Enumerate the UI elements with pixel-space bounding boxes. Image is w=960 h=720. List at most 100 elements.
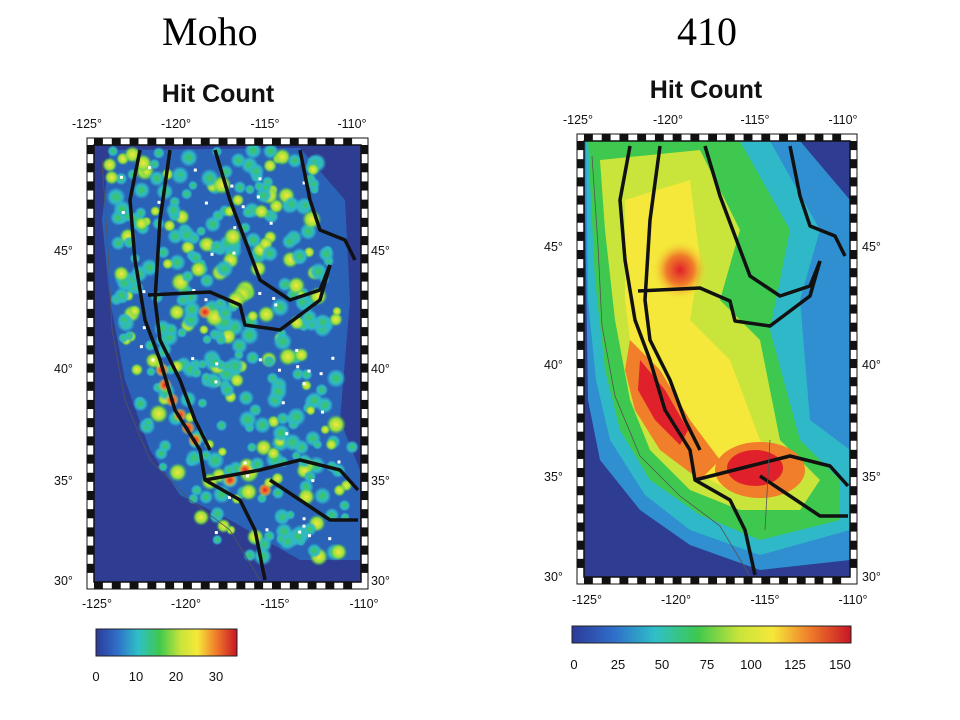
moho-hit-blob xyxy=(262,355,276,368)
moho-frame-check-bottom xyxy=(111,582,121,589)
moho-hit-blob xyxy=(168,462,188,482)
moho-hit-blob xyxy=(325,438,338,451)
moho-hit-blob xyxy=(275,533,287,545)
moho-hit-blob xyxy=(177,225,196,244)
moho-frame-check-right xyxy=(361,254,368,264)
moho-frame-check-left xyxy=(87,290,94,300)
410-colorbar-tick-50: 50 xyxy=(655,657,669,672)
moho-hit-blob xyxy=(113,287,131,304)
410-frame-check-bottom xyxy=(832,577,842,584)
moho-nodata-pixel xyxy=(302,517,306,521)
410-right-lat-tick-45: 45° xyxy=(862,240,881,254)
moho-frame-check-top xyxy=(165,138,175,145)
moho-nodata-pixel xyxy=(214,380,218,384)
moho-hit-blob xyxy=(312,439,323,450)
moho-frame-check-left xyxy=(87,363,94,373)
moho-hit-blob xyxy=(215,419,228,432)
410-frame-check-bottom xyxy=(672,577,682,584)
moho-colorbar-tick-20: 20 xyxy=(169,669,183,684)
moho-hit-blob xyxy=(198,489,214,505)
moho-hit-blob xyxy=(261,245,279,263)
moho-frame-check-right xyxy=(361,399,368,410)
moho-hit-blob xyxy=(245,350,260,365)
moho-hit-blob xyxy=(107,145,119,157)
moho-hit-blob xyxy=(128,304,142,318)
moho-hit-blob xyxy=(287,153,303,169)
410-frame-check-bottom xyxy=(690,577,700,584)
moho-hit-blob xyxy=(333,484,346,497)
410-frame-check-left xyxy=(577,359,584,369)
410-right-lat-tick-40: 40° xyxy=(862,358,881,372)
moho-hit-blob xyxy=(214,259,234,279)
moho-left-lat-tick-40: 40° xyxy=(54,362,73,376)
410-frame-check-left xyxy=(577,231,584,241)
panel-heading-410: 410 xyxy=(677,9,737,54)
410-frame-check-left xyxy=(577,340,584,350)
410-frame-check-left xyxy=(577,540,584,550)
410-frame-check-top xyxy=(672,134,682,141)
moho-hit-blob xyxy=(161,258,174,270)
moho-frame-check-left xyxy=(87,472,94,482)
moho-hit-blob xyxy=(223,227,243,246)
moho-nodata-pixel xyxy=(302,382,306,386)
410-frame-check-right xyxy=(850,286,857,296)
410-frame-check-top xyxy=(584,134,593,141)
moho-hit-blob xyxy=(152,146,165,160)
moho-panel-title: Hit Count xyxy=(162,80,275,108)
410-frame-check-right xyxy=(850,322,857,332)
410-panel: Hit Count -125° -120° -115° -110° -125° … xyxy=(544,76,881,672)
410-frame-check-bottom xyxy=(584,577,593,584)
moho-frame-check-bottom xyxy=(218,582,228,589)
moho-nodata-pixel xyxy=(191,357,195,361)
410-frame-check-bottom xyxy=(761,577,771,584)
moho-nodata-pixel xyxy=(151,358,155,362)
moho-frame-check-right xyxy=(361,454,368,464)
410-colorbar xyxy=(571,625,852,644)
410-frame-check-right xyxy=(850,413,857,423)
410-frame-check-bottom xyxy=(743,577,753,584)
moho-nodata-pixel xyxy=(302,524,306,528)
410-map xyxy=(584,141,850,577)
moho-hit-blob xyxy=(195,225,207,237)
moho-hit-blob xyxy=(134,206,147,220)
moho-hit-blob xyxy=(263,158,277,173)
410-frame-check-left xyxy=(577,504,584,514)
moho-frame-check-bottom xyxy=(165,582,175,589)
410-left-lat-tick-30: 30° xyxy=(544,570,563,584)
moho-frame-check-left xyxy=(87,217,94,227)
moho-frame-check-bottom xyxy=(289,582,299,589)
moho-nodata-pixel xyxy=(142,326,146,330)
moho-hit-blob xyxy=(231,193,245,207)
moho-frame-check-right xyxy=(361,199,368,209)
moho-frame-check-right xyxy=(361,327,368,337)
moho-hit-blob xyxy=(163,219,176,233)
moho-top-lon-tick-110: -110° xyxy=(337,117,366,131)
moho-frame-check-bottom xyxy=(129,582,139,589)
moho-frame-check-top xyxy=(307,138,317,145)
moho-map xyxy=(94,145,361,582)
moho-colorbar-tick-30: 30 xyxy=(209,669,223,684)
410-colorbar-tick-150: 150 xyxy=(829,657,851,672)
410-bottom-lon-tick-115: -115° xyxy=(750,593,779,607)
moho-hit-blob xyxy=(221,360,234,373)
moho-frame-check-right xyxy=(361,436,368,446)
moho-top-lon-tick-115: -115° xyxy=(250,117,279,131)
moho-nodata-pixel xyxy=(193,168,197,172)
410-frame-check-right xyxy=(850,486,857,496)
moho-frame-check-left xyxy=(87,254,94,264)
moho-hit-blob xyxy=(276,411,290,426)
moho-hit-blob xyxy=(306,177,321,191)
moho-frame-check-right xyxy=(361,472,368,482)
moho-frame-check-top xyxy=(147,138,157,145)
moho-frame-check-right xyxy=(361,217,368,227)
moho-hit-blob xyxy=(283,196,300,213)
410-frame-check-right xyxy=(850,141,857,151)
moho-nodata-pixel xyxy=(148,166,152,170)
410-frame-check-bottom xyxy=(725,577,735,584)
410-frame-check-left xyxy=(577,395,584,405)
moho-frame-checks xyxy=(86,137,369,590)
410-hotspot-north xyxy=(652,240,708,300)
moho-hit-blob xyxy=(272,331,293,352)
moho-frame-check-right xyxy=(361,381,368,391)
410-bottom-lon-tick-125: -125° xyxy=(572,593,602,607)
